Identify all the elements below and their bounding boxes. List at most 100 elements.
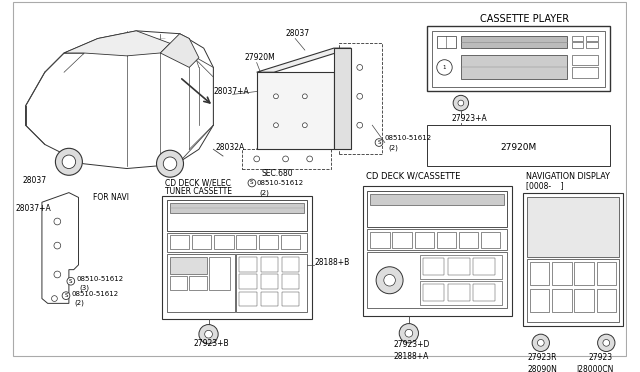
Circle shape bbox=[375, 139, 383, 147]
Bar bbox=[371, 193, 504, 205]
Bar bbox=[586, 36, 598, 41]
Text: S: S bbox=[250, 180, 253, 186]
Bar bbox=[427, 125, 610, 166]
Bar bbox=[367, 252, 507, 308]
Bar bbox=[367, 191, 507, 227]
Bar bbox=[449, 284, 470, 301]
Circle shape bbox=[307, 156, 312, 162]
Text: [0008-    ]: [0008- ] bbox=[526, 182, 564, 190]
Circle shape bbox=[157, 150, 184, 177]
Bar bbox=[461, 55, 567, 79]
Circle shape bbox=[54, 271, 61, 278]
Bar bbox=[371, 232, 390, 247]
Bar bbox=[170, 257, 207, 275]
Text: CD DECK W/CASSETTE: CD DECK W/CASSETTE bbox=[365, 172, 460, 181]
Bar bbox=[527, 259, 619, 322]
Bar bbox=[170, 235, 189, 250]
Circle shape bbox=[199, 324, 218, 344]
Bar bbox=[436, 232, 456, 247]
Text: 27923+B: 27923+B bbox=[193, 339, 228, 348]
Circle shape bbox=[248, 179, 256, 187]
Bar bbox=[481, 232, 500, 247]
Text: (2): (2) bbox=[75, 299, 84, 306]
Circle shape bbox=[357, 64, 363, 70]
Bar bbox=[572, 67, 598, 78]
Text: (2): (2) bbox=[388, 144, 399, 151]
Bar bbox=[420, 255, 502, 279]
Bar bbox=[596, 262, 616, 285]
Circle shape bbox=[273, 94, 278, 99]
Bar bbox=[572, 55, 598, 65]
Bar bbox=[239, 257, 257, 272]
Circle shape bbox=[458, 100, 464, 106]
Polygon shape bbox=[333, 48, 351, 149]
Bar bbox=[163, 196, 312, 319]
Bar bbox=[282, 275, 299, 289]
Text: S: S bbox=[69, 279, 72, 284]
Text: (3): (3) bbox=[79, 285, 90, 291]
Text: 28188+B: 28188+B bbox=[314, 259, 349, 267]
Circle shape bbox=[163, 157, 177, 170]
Bar bbox=[474, 258, 495, 275]
Text: CASSETTE PLAYER: CASSETTE PLAYER bbox=[480, 14, 569, 24]
Circle shape bbox=[436, 60, 452, 75]
Circle shape bbox=[56, 148, 83, 175]
Bar bbox=[260, 275, 278, 289]
Bar bbox=[243, 149, 331, 169]
Circle shape bbox=[67, 278, 75, 285]
Bar bbox=[596, 289, 616, 312]
Bar bbox=[575, 289, 594, 312]
Text: 27923R: 27923R bbox=[527, 353, 557, 362]
Circle shape bbox=[52, 296, 58, 301]
Bar bbox=[436, 36, 456, 48]
Bar bbox=[260, 257, 278, 272]
Circle shape bbox=[357, 93, 363, 99]
Polygon shape bbox=[161, 34, 199, 67]
Bar bbox=[432, 31, 605, 87]
Circle shape bbox=[303, 94, 307, 99]
Text: 08510-51612: 08510-51612 bbox=[385, 135, 432, 141]
Bar bbox=[572, 36, 583, 41]
Text: FOR NAVI: FOR NAVI bbox=[93, 193, 129, 202]
Text: S: S bbox=[64, 293, 68, 298]
Text: 27920M: 27920M bbox=[244, 53, 275, 62]
Bar bbox=[427, 26, 610, 92]
Circle shape bbox=[205, 330, 212, 338]
Bar bbox=[259, 235, 278, 250]
Bar bbox=[527, 198, 619, 257]
Bar bbox=[415, 232, 434, 247]
Circle shape bbox=[303, 123, 307, 128]
Circle shape bbox=[273, 123, 278, 128]
Text: 08510-51612: 08510-51612 bbox=[72, 291, 119, 297]
Circle shape bbox=[384, 275, 396, 286]
Bar bbox=[282, 292, 299, 306]
Circle shape bbox=[54, 218, 61, 225]
Circle shape bbox=[399, 324, 419, 343]
Bar bbox=[552, 262, 572, 285]
Polygon shape bbox=[42, 193, 79, 303]
Bar bbox=[575, 262, 594, 285]
Text: 08510-51612: 08510-51612 bbox=[77, 276, 124, 282]
Polygon shape bbox=[257, 72, 333, 149]
Text: 28188+A: 28188+A bbox=[394, 352, 429, 361]
Text: J28000CN: J28000CN bbox=[577, 365, 614, 372]
Bar bbox=[260, 292, 278, 306]
Bar bbox=[367, 229, 507, 250]
Bar bbox=[170, 276, 188, 290]
Bar bbox=[572, 42, 583, 48]
Circle shape bbox=[376, 267, 403, 294]
Text: 28037+A: 28037+A bbox=[16, 205, 52, 214]
Bar bbox=[170, 203, 304, 213]
Bar bbox=[209, 257, 230, 290]
Bar bbox=[363, 186, 512, 316]
Polygon shape bbox=[257, 48, 351, 72]
Circle shape bbox=[254, 156, 260, 162]
Bar bbox=[586, 42, 598, 48]
Text: (2): (2) bbox=[260, 189, 269, 196]
Circle shape bbox=[54, 242, 61, 249]
Text: 27923+A: 27923+A bbox=[451, 114, 487, 123]
Bar bbox=[423, 284, 445, 301]
Circle shape bbox=[62, 155, 76, 169]
Polygon shape bbox=[64, 31, 170, 56]
Bar bbox=[423, 258, 445, 275]
